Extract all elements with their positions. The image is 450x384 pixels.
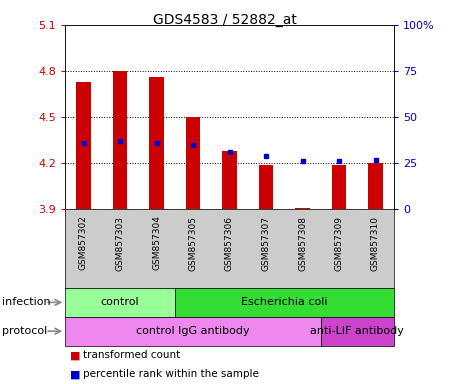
Text: GDS4583 / 52882_at: GDS4583 / 52882_at [153, 13, 297, 27]
Text: GSM857306: GSM857306 [225, 215, 234, 271]
Text: GSM857308: GSM857308 [298, 215, 307, 271]
Bar [186, 117, 200, 209]
Text: protocol: protocol [2, 326, 48, 336]
Bar [112, 71, 127, 209]
Bar [295, 208, 310, 209]
Text: control: control [101, 297, 140, 308]
Bar [332, 165, 346, 209]
Text: ■: ■ [70, 369, 80, 379]
Text: GSM857302: GSM857302 [79, 215, 88, 270]
Bar [321, 317, 394, 346]
Text: GSM857307: GSM857307 [261, 215, 270, 271]
Bar [259, 165, 273, 209]
Bar [175, 288, 394, 317]
Text: transformed count: transformed count [83, 350, 180, 360]
Text: GSM857309: GSM857309 [334, 215, 343, 271]
Bar [149, 77, 164, 209]
Text: GSM857310: GSM857310 [371, 215, 380, 271]
Bar [65, 317, 321, 346]
Text: control IgG antibody: control IgG antibody [136, 326, 250, 336]
Bar [222, 151, 237, 209]
Text: infection: infection [2, 297, 51, 308]
Text: Escherichia coli: Escherichia coli [241, 297, 328, 308]
Bar [65, 288, 175, 317]
Text: GSM857305: GSM857305 [189, 215, 198, 271]
Bar [368, 163, 383, 209]
Text: GSM857303: GSM857303 [116, 215, 125, 271]
Text: percentile rank within the sample: percentile rank within the sample [83, 369, 259, 379]
Text: GSM857304: GSM857304 [152, 215, 161, 270]
Bar [76, 82, 91, 209]
Text: ■: ■ [70, 350, 80, 360]
Text: anti-LIF antibody: anti-LIF antibody [310, 326, 404, 336]
